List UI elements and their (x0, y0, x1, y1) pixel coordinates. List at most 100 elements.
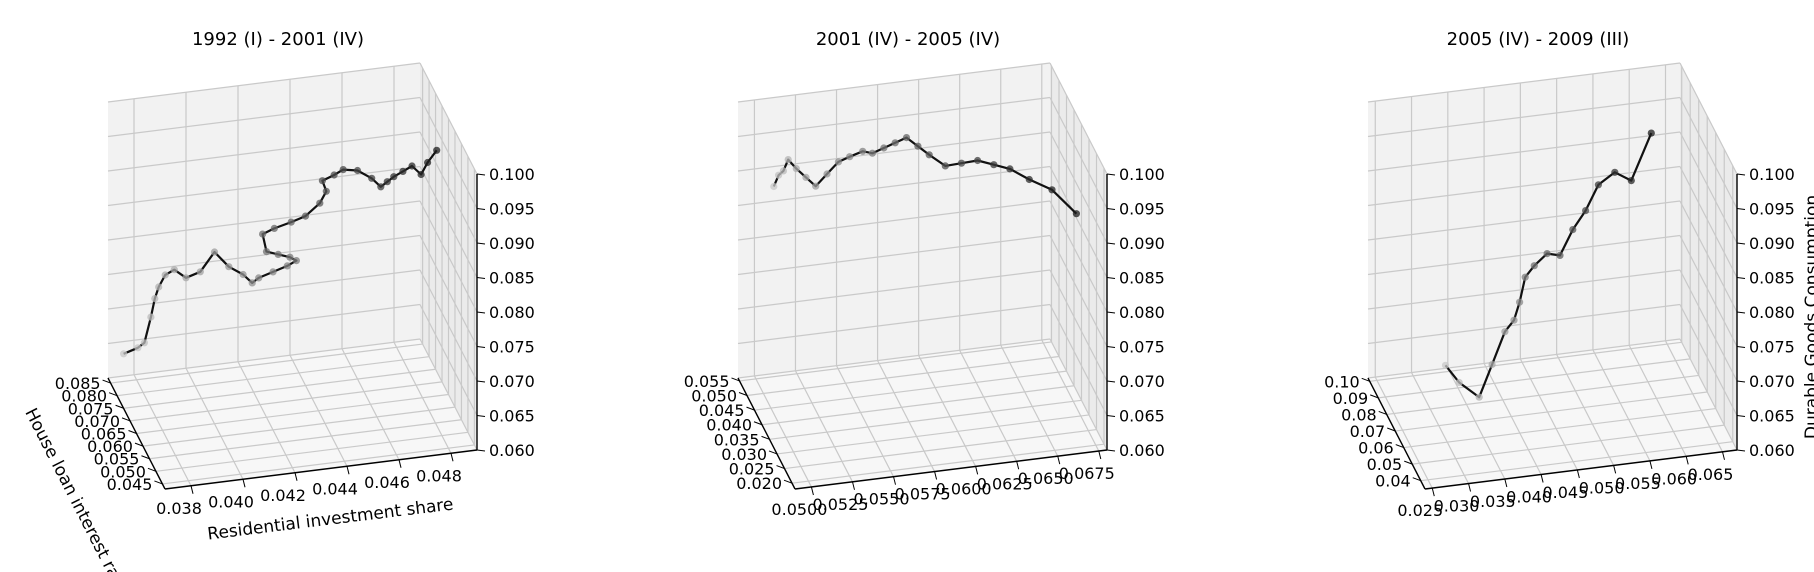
z-tick-mark (476, 208, 486, 210)
x-tick-label: 0.046 (364, 473, 410, 492)
data-point (318, 177, 326, 185)
data-point (880, 144, 888, 152)
data-point (424, 158, 432, 167)
y-tick-label: 0.045 (107, 475, 153, 494)
x-tick-label: 0.042 (260, 486, 306, 505)
grid-line (1000, 344, 1059, 457)
grid-line (1519, 358, 1578, 471)
data-point (779, 167, 788, 175)
data-point (1556, 251, 1564, 259)
data-point (316, 199, 324, 207)
data-point (390, 173, 398, 181)
x-tick-label: 0.040 (208, 492, 254, 511)
data-point (957, 159, 966, 167)
z-tick-label: 0.060 (1119, 441, 1165, 460)
y-tick-mark (783, 479, 793, 484)
z-tick-mark (476, 380, 486, 383)
y-tick-label: 0.07 (1350, 422, 1386, 441)
data-point (269, 268, 277, 276)
grid-line (107, 200, 421, 241)
data-point (891, 139, 899, 147)
x-tick-label: 0.0675 (1059, 464, 1115, 483)
grid-line (149, 419, 462, 460)
z-tick-label: 0.095 (1749, 200, 1795, 219)
grid-line (739, 341, 1052, 382)
grid-line (107, 234, 421, 276)
grid-line (107, 62, 421, 103)
grid-line (761, 385, 1075, 426)
y-tick-mark (1412, 477, 1421, 482)
grid-line (737, 269, 1051, 310)
z-tick-mark (1106, 449, 1116, 452)
z-tick-label: 0.080 (1119, 303, 1165, 322)
grid-line (107, 303, 421, 345)
grid-line (1412, 424, 1725, 465)
grid-line (107, 96, 421, 138)
grid-line (877, 360, 936, 472)
x-tick-label: 0.044 (312, 479, 358, 498)
grid-line (737, 165, 1051, 207)
z-tick-label: 0.085 (489, 269, 535, 288)
y-tick-label: 0.10 (1324, 372, 1360, 391)
y-tick-mark (141, 455, 150, 460)
data-point (225, 263, 233, 271)
grid-line (746, 355, 1060, 397)
x-tick-label: 0.0650 (1018, 469, 1074, 488)
x-tick-label: 0.048 (416, 466, 462, 485)
z-tick-mark (476, 311, 486, 314)
data-point (322, 187, 330, 195)
z-tick-mark (476, 415, 486, 417)
z-tick-mark (1106, 346, 1116, 348)
grid-line (155, 431, 469, 472)
y-tick-mark (1370, 394, 1379, 399)
grid-line (1679, 166, 1738, 278)
z-tick-mark (476, 346, 486, 348)
grid-line (419, 235, 478, 347)
grid-line (1483, 363, 1542, 475)
grid-line (1679, 62, 1738, 175)
subplot-3: 2005 (IV) - 2009 (III) 0.0250.0300.0350.… (1324, 29, 1814, 520)
series-0 (770, 134, 1080, 218)
data-point (239, 270, 247, 279)
x-tick-mark (975, 466, 979, 475)
z-tick-mark (1106, 311, 1116, 314)
x-tick-mark (398, 459, 402, 468)
grid-line (1049, 97, 1108, 209)
subplot-3-title: 2005 (IV) - 2009 (III) (1447, 29, 1630, 50)
data-point (353, 166, 362, 175)
grid-line (1679, 200, 1738, 313)
z-tick-mark (1736, 449, 1746, 452)
x-tick-mark (810, 486, 814, 496)
data-point (775, 171, 783, 179)
x-tick-mark (1057, 456, 1061, 465)
grid-line (737, 200, 1051, 241)
series-line (123, 149, 438, 355)
z-tick-label: 0.065 (1119, 407, 1165, 426)
data-point (1441, 361, 1450, 369)
y-tick-label: 0.06 (1358, 439, 1394, 458)
series-0 (120, 146, 441, 358)
data-point (330, 171, 338, 179)
z-tick-label: 0.080 (1749, 303, 1795, 322)
z-tick-mark (1106, 242, 1116, 245)
data-point (1475, 393, 1483, 401)
data-point (902, 134, 911, 142)
z-tick-mark (476, 449, 486, 452)
x-tick-label: 0.055 (1615, 474, 1661, 493)
x-tick-mark (1504, 478, 1508, 488)
data-point (1048, 186, 1056, 194)
grid-line (1367, 303, 1681, 345)
x-tick-mark (450, 453, 454, 462)
grid-line (1679, 131, 1738, 244)
grid-line (1041, 339, 1100, 452)
z-tick-mark (1736, 380, 1746, 383)
data-point (147, 313, 155, 321)
x-tick-mark (1722, 451, 1725, 460)
grid-line (1049, 304, 1108, 416)
grid-line (1367, 96, 1681, 138)
data-point (259, 230, 267, 238)
z-tick-label: 0.060 (489, 441, 535, 460)
y-tick-mark (154, 480, 163, 485)
y-tick-label: 0.065 (81, 425, 127, 444)
data-point (399, 167, 407, 175)
